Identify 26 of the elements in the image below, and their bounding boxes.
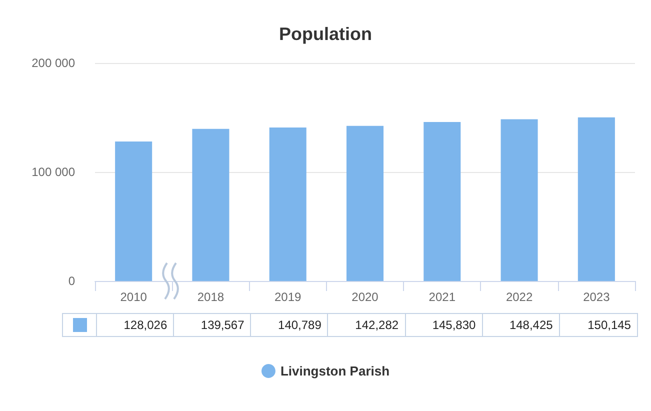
x-tick-label: 2022 [506,290,533,304]
bar [269,128,306,281]
bar [578,117,615,281]
data-label: 145,830 [406,314,483,336]
y-tick-label: 200 000 [32,56,76,70]
data-label: 142,282 [328,314,406,336]
bar [115,141,152,281]
bar [346,126,384,281]
bar [500,119,538,281]
data-label: 128,026 [97,314,174,336]
y-tick-label: 100 000 [32,165,76,179]
x-tick-label: 2021 [428,290,456,304]
data-label: 148,425 [482,314,560,336]
data-label: 139,567 [174,314,252,336]
bar [192,128,230,281]
x-tick-label: 2023 [583,290,610,304]
x-tick-label: 2019 [274,290,302,304]
chart-title: Population [279,24,372,44]
data-label: 150,145 [586,317,632,334]
y-tick-label: 0 [68,274,76,288]
x-tick-label: 2020 [352,290,379,304]
legend-label: Livingston Parish [280,364,390,378]
x-tick-label: 2018 [197,290,224,304]
x-tick-label: 2010 [120,290,148,304]
bar [424,122,461,281]
data-label: 140,789 [251,314,328,336]
